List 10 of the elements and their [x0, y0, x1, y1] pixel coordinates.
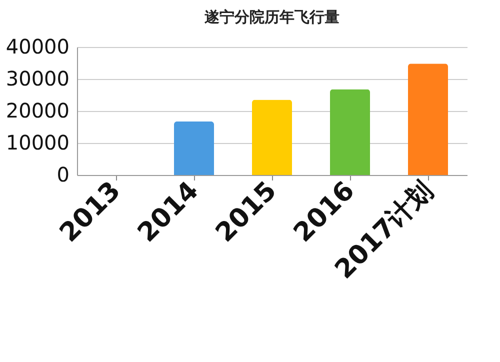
y-tick-label: 40000: [6, 34, 70, 58]
y-tick-label: 20000: [6, 98, 70, 122]
bar: [330, 89, 370, 175]
y-tick-label: 0: [56, 162, 70, 186]
bar: [408, 64, 448, 175]
bar: [252, 100, 292, 175]
chart-title: 遂宁分院历年飞行量: [204, 8, 340, 26]
y-tick-label: 10000: [6, 130, 70, 154]
bar: [174, 122, 214, 175]
y-tick-label: 30000: [6, 66, 70, 90]
